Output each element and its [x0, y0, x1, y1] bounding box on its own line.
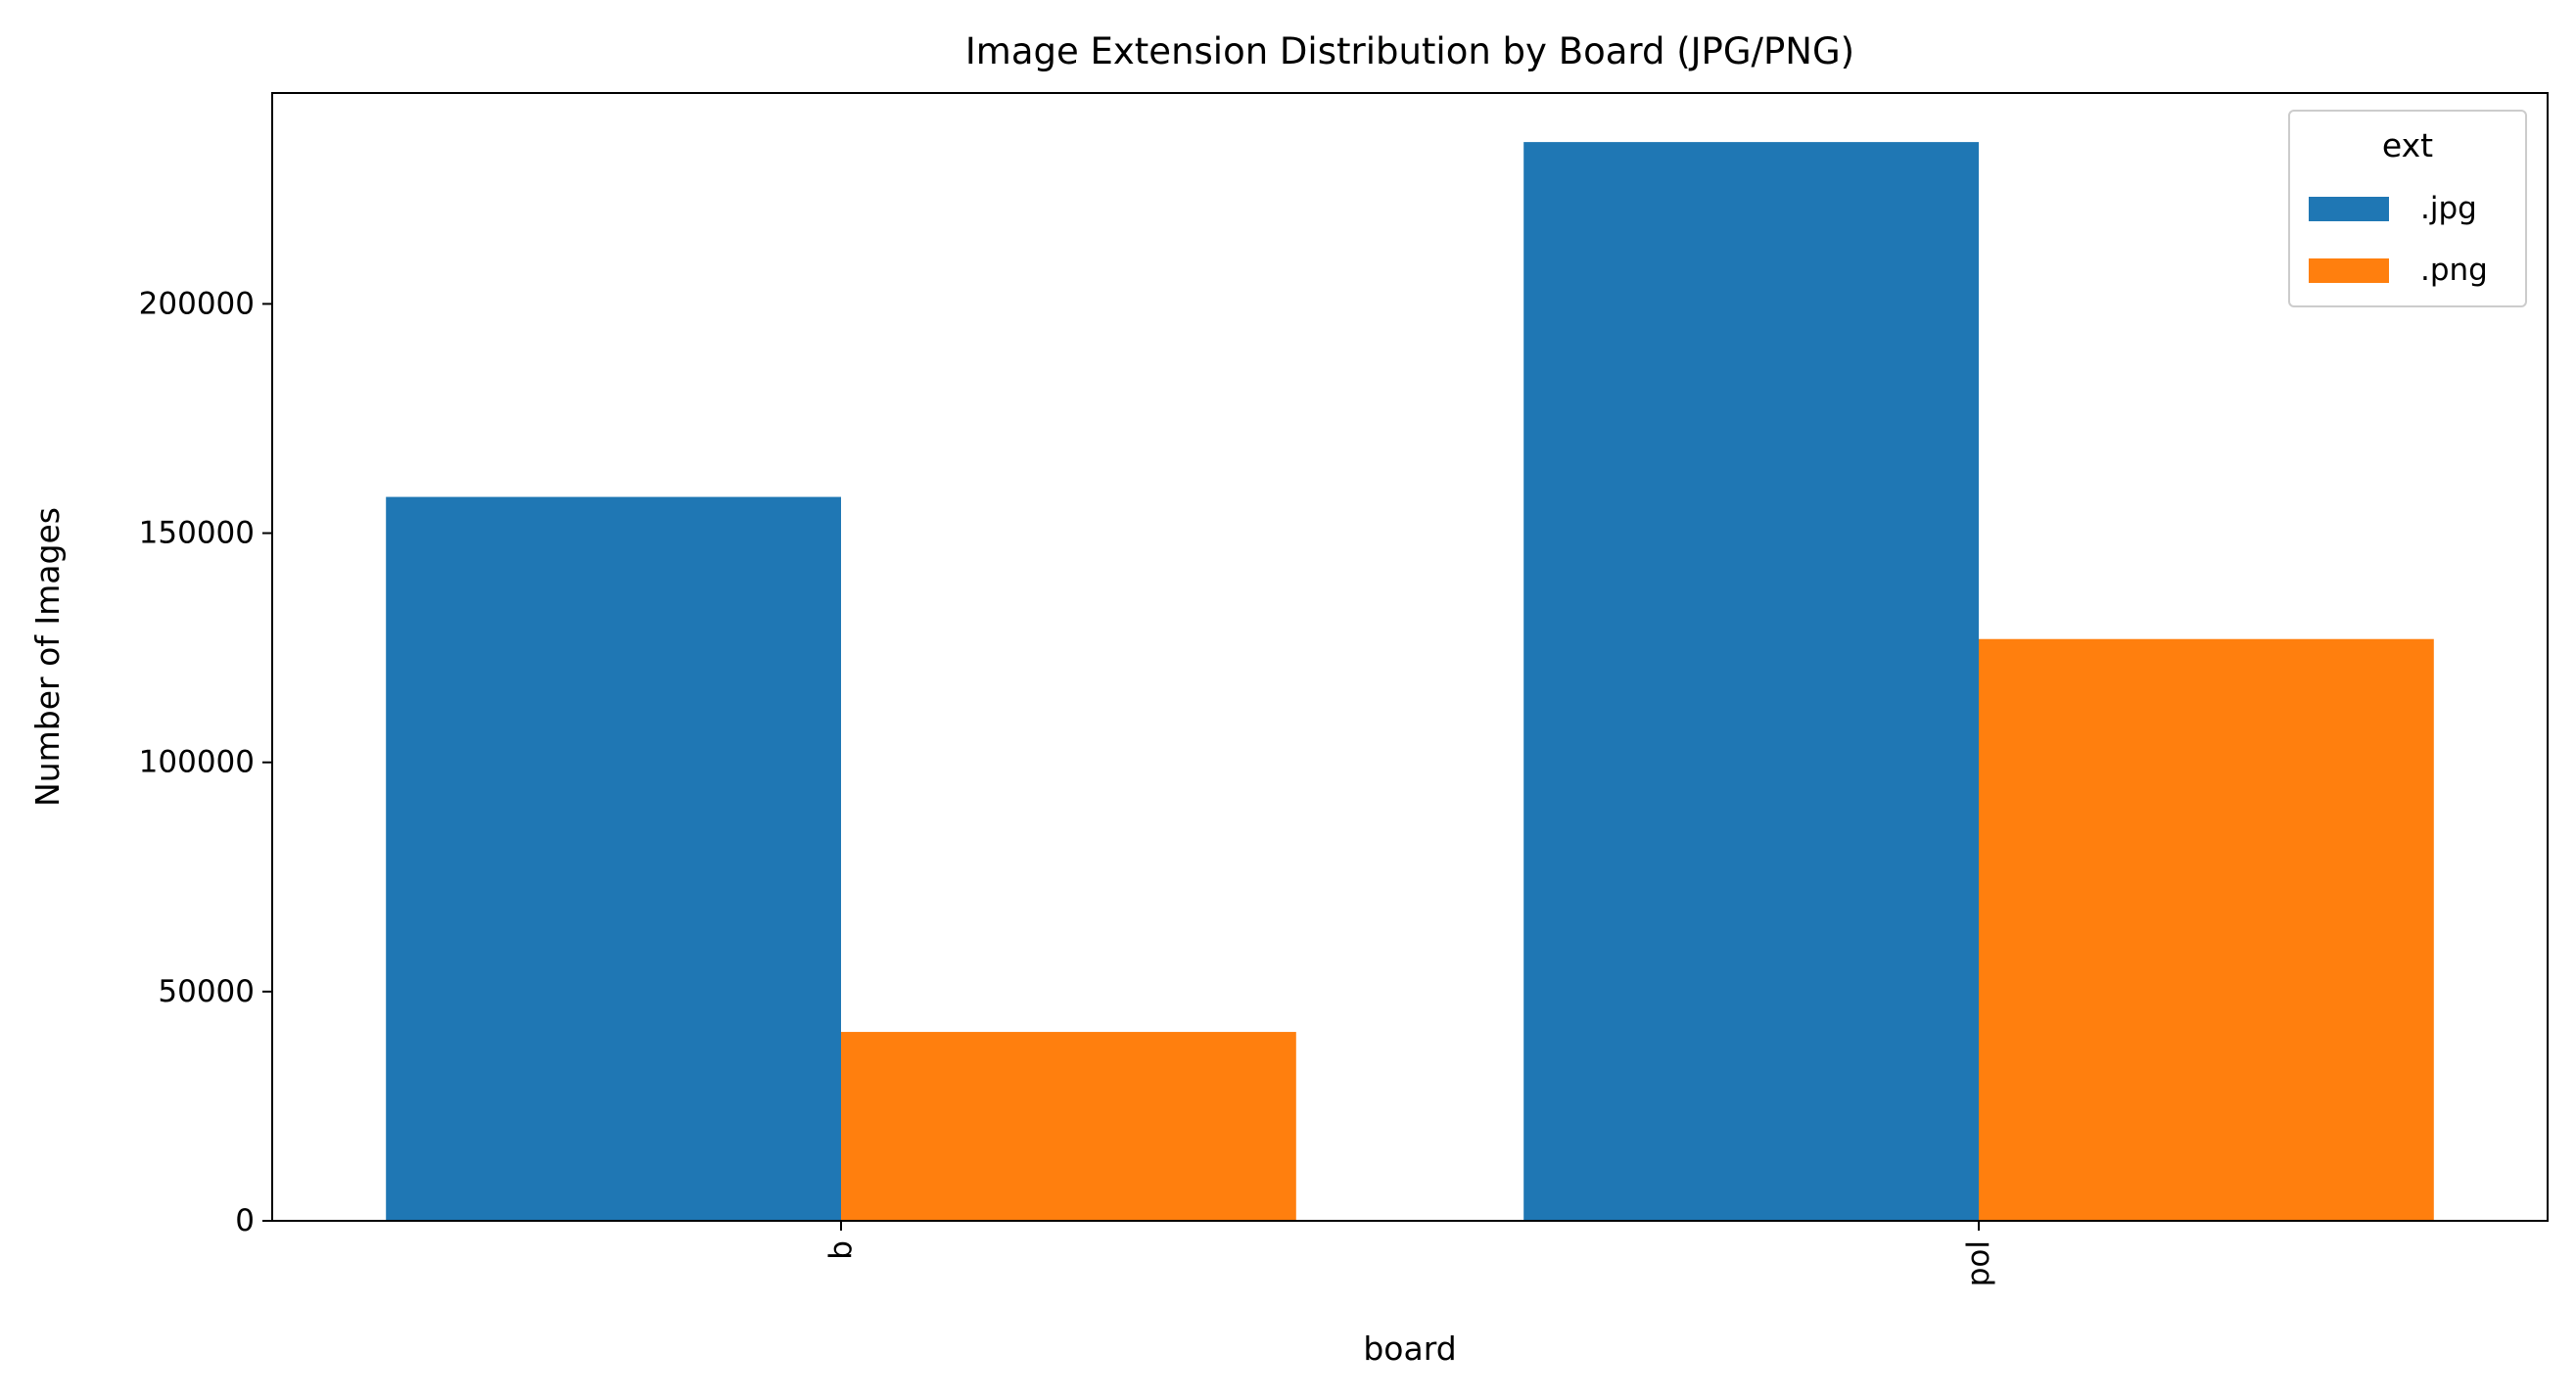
chart-title: Image Extension Distribution by Board (J… — [965, 30, 1854, 72]
bar-pol-png — [1979, 638, 2434, 1221]
bar-b-png — [841, 1032, 1296, 1221]
y-tick-label: 200000 — [139, 286, 255, 321]
x-tick-label: pol — [1961, 1240, 1996, 1286]
y-axis-label: Number of Images — [28, 507, 67, 807]
y-tick-label: 100000 — [139, 745, 255, 780]
y-tick-label: 150000 — [139, 516, 255, 551]
plot-frame — [271, 92, 2549, 1222]
legend-box — [2288, 110, 2527, 307]
legend: ext .jpg .png — [2288, 110, 2527, 307]
legend-label-png: .png — [2420, 253, 2488, 288]
y-axis-ticks: 0 50000 100000 150000 200000 — [139, 286, 272, 1238]
bar-b-jpg — [386, 496, 841, 1221]
x-axis-ticks: b pol — [823, 1221, 1996, 1286]
bars-layer — [386, 142, 2434, 1222]
y-tick-label: 50000 — [158, 974, 255, 1009]
legend-swatch-jpg — [2309, 197, 2389, 221]
legend-title: ext — [2382, 126, 2433, 164]
y-tick-label: 0 — [235, 1203, 255, 1238]
x-tick-label: b — [823, 1240, 859, 1260]
legend-label-jpg: .jpg — [2420, 191, 2477, 226]
x-axis-label: board — [1363, 1329, 1456, 1368]
bar-pol-jpg — [1523, 142, 1979, 1222]
legend-swatch-png — [2309, 258, 2389, 283]
